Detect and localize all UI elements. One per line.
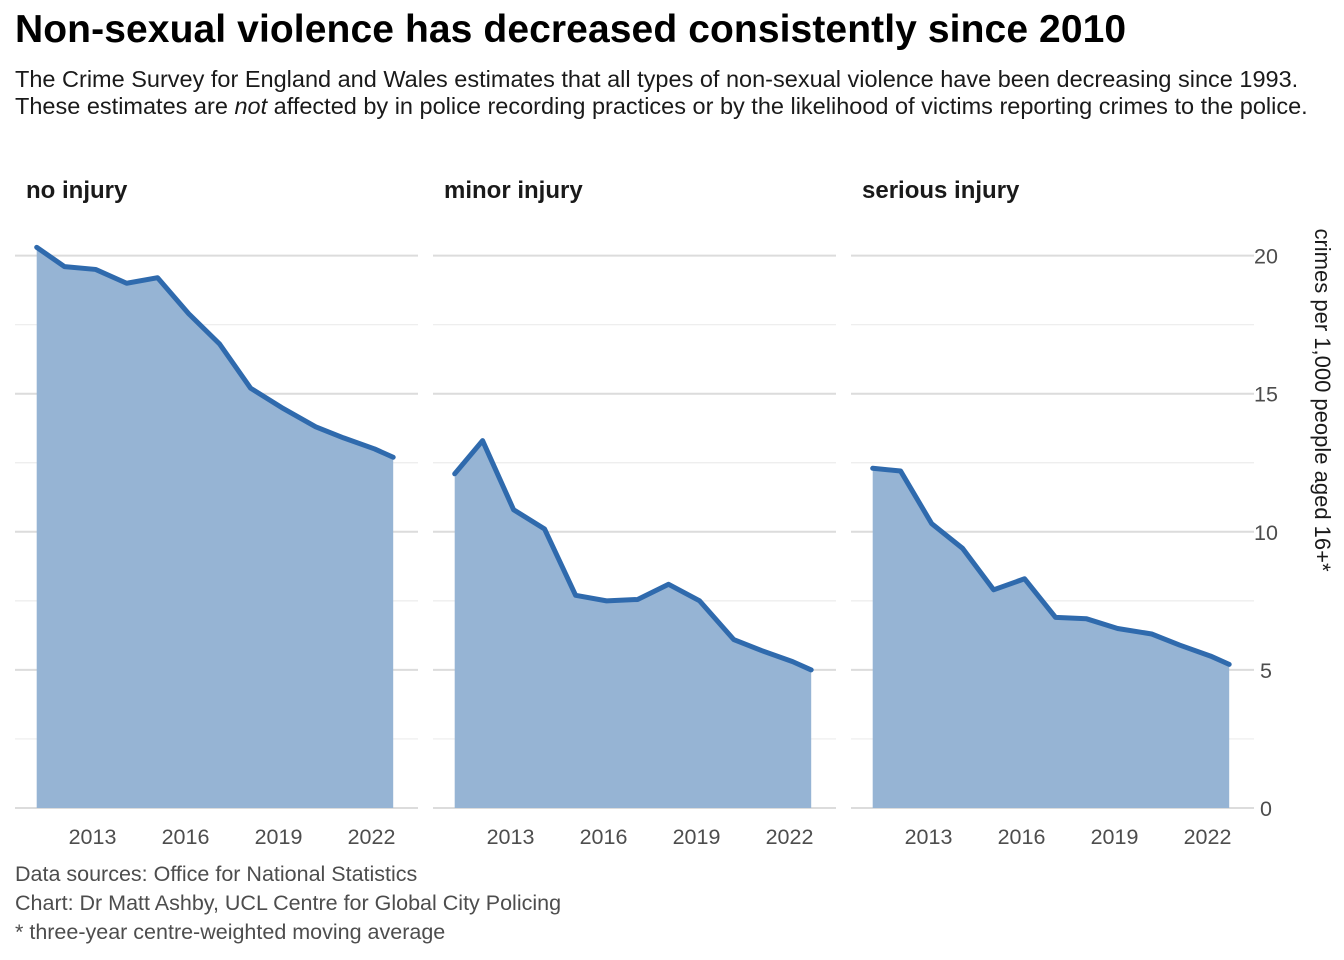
data-point	[1084, 616, 1089, 621]
data-point	[1115, 626, 1120, 631]
y-tick-label: 5	[1260, 659, 1272, 683]
subtitle-text-end: affected by in police recording practice…	[267, 93, 1308, 119]
data-point	[511, 507, 516, 512]
data-point	[313, 424, 318, 429]
data-point	[731, 637, 736, 642]
data-point	[960, 546, 965, 551]
area-fill-0	[36, 247, 394, 809]
y-axis-title: crimes per 1,000 people aged 16+*	[1310, 228, 1335, 572]
y-tick-label: 10	[1254, 521, 1278, 545]
data-point	[542, 527, 547, 532]
x-tick-label: 2013	[69, 825, 117, 849]
data-point	[186, 311, 191, 316]
data-point	[604, 598, 609, 603]
data-point	[62, 264, 67, 269]
data-point	[697, 598, 702, 603]
data-point	[635, 597, 640, 602]
data-point	[124, 281, 129, 286]
x-tick-label: 2019	[673, 825, 721, 849]
subtitle-emphasis: not	[234, 93, 268, 119]
x-tick-label: 2013	[905, 825, 953, 849]
data-point	[666, 582, 671, 587]
y-tick-label: 20	[1254, 245, 1278, 269]
data-point	[372, 446, 377, 451]
data-point	[217, 342, 222, 347]
series-line-2	[870, 465, 1232, 667]
y-tick-label: 0	[1260, 797, 1272, 821]
data-point	[573, 593, 578, 598]
data-point	[341, 435, 346, 440]
data-point	[870, 466, 875, 471]
data-point	[1022, 576, 1027, 581]
data-point	[34, 245, 39, 250]
data-point	[279, 405, 284, 410]
data-point	[93, 267, 98, 272]
data-point	[759, 648, 764, 653]
x-tick-label: 2022	[1184, 825, 1232, 849]
data-point	[1053, 615, 1058, 620]
series-line-0	[34, 244, 396, 460]
chart-title: Non-sexual violence has decreased consis…	[15, 8, 1127, 51]
x-tick-label: 2016	[162, 825, 210, 849]
facet-title: minor injury	[444, 177, 583, 204]
data-point	[391, 455, 396, 460]
chart-subtitle: The Crime Survey for England and Wales e…	[15, 66, 1315, 120]
x-tick-label: 2016	[998, 825, 1046, 849]
footnote-caption: * three-year centre-weighted moving aver…	[15, 920, 446, 944]
data-point	[898, 469, 903, 474]
data-point	[991, 587, 996, 592]
x-tick-label: 2022	[766, 825, 814, 849]
data-point	[1227, 662, 1232, 667]
data-point	[155, 275, 160, 280]
facet-title: serious injury	[862, 177, 1020, 204]
x-tick-label: 2013	[487, 825, 535, 849]
data-point	[809, 667, 814, 672]
data-point	[1149, 632, 1154, 637]
area-fill-2	[872, 468, 1230, 808]
x-tick-label: 2016	[580, 825, 628, 849]
x-tick-label: 2019	[255, 825, 303, 849]
y-tick-label: 15	[1254, 383, 1278, 407]
data-point	[1208, 654, 1213, 659]
facet-title: no injury	[26, 177, 128, 204]
data-point	[1177, 643, 1182, 648]
data-sources-caption: Data sources: Office for National Statis…	[15, 862, 418, 886]
data-point	[452, 471, 457, 476]
data-point	[790, 659, 795, 664]
series-line-1	[452, 438, 814, 673]
chart-credit-caption: Chart: Dr Matt Ashby, UCL Centre for Glo…	[15, 891, 562, 915]
x-tick-label: 2019	[1091, 825, 1139, 849]
data-point	[480, 438, 485, 443]
data-point	[248, 386, 253, 391]
subtitle-text-start: The Crime Survey for England and Wales e…	[15, 66, 1299, 119]
x-tick-label: 2022	[348, 825, 396, 849]
data-point	[929, 521, 934, 526]
